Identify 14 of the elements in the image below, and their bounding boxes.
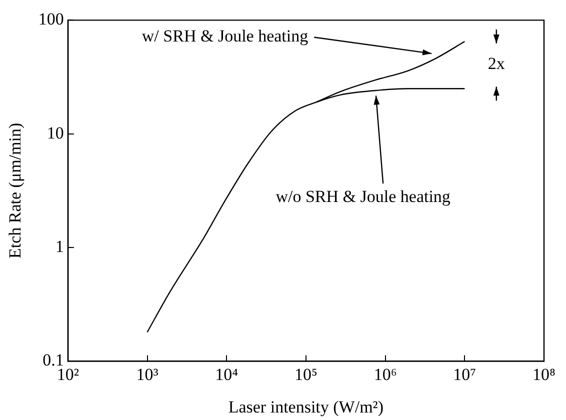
- annotation: w/ SRH & Joule heating: [142, 26, 309, 46]
- y-tick-label: 10: [46, 123, 64, 142]
- x-tick-label: 10⁶: [374, 364, 397, 384]
- x-tick-label: 10³: [136, 364, 158, 384]
- annotation: w/o SRH & Joule heating: [276, 186, 451, 206]
- y-axis-title: Etch Rate (μm/min): [6, 122, 25, 259]
- x-axis-title: Laser intensity (W/m²): [228, 397, 384, 416]
- annotation: 2x: [488, 54, 506, 73]
- x-tick-label: 10⁴: [215, 364, 238, 384]
- y-tick-label: 100: [38, 10, 64, 29]
- x-tick-label: 10⁷: [453, 364, 476, 384]
- y-tick-label: 1: [55, 237, 64, 256]
- x-tick-label: 10⁵: [294, 364, 318, 384]
- x-tick-label: 10⁸: [532, 364, 556, 384]
